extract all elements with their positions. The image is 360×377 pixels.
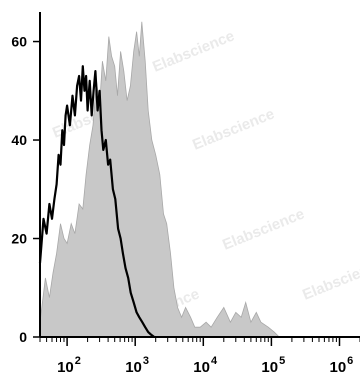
x-tick-label: 106 — [329, 355, 353, 376]
watermark-text: Elabscience — [190, 105, 277, 153]
series-black-line-histogram — [38, 65, 155, 338]
ticks-layer: 0 20 40 60 102 103 104 105 106 — [11, 34, 360, 376]
y-tick-label: 40 — [11, 132, 27, 148]
x-tick-label: 103 — [125, 355, 149, 376]
watermark-text: Elabscience — [150, 27, 237, 75]
x-tick-label: 104 — [193, 355, 218, 376]
x-tick-label: 102 — [57, 355, 81, 376]
watermark-text: Elabscience — [300, 255, 360, 303]
x-tick-label: 105 — [261, 355, 285, 376]
y-tick-label: 0 — [19, 329, 27, 345]
y-tick-label: 60 — [11, 34, 27, 50]
series-gray-filled-histogram — [39, 21, 281, 338]
y-tick-label: 20 — [11, 231, 27, 247]
watermark-text: Elabscience — [220, 205, 307, 253]
series-layer — [38, 21, 281, 338]
